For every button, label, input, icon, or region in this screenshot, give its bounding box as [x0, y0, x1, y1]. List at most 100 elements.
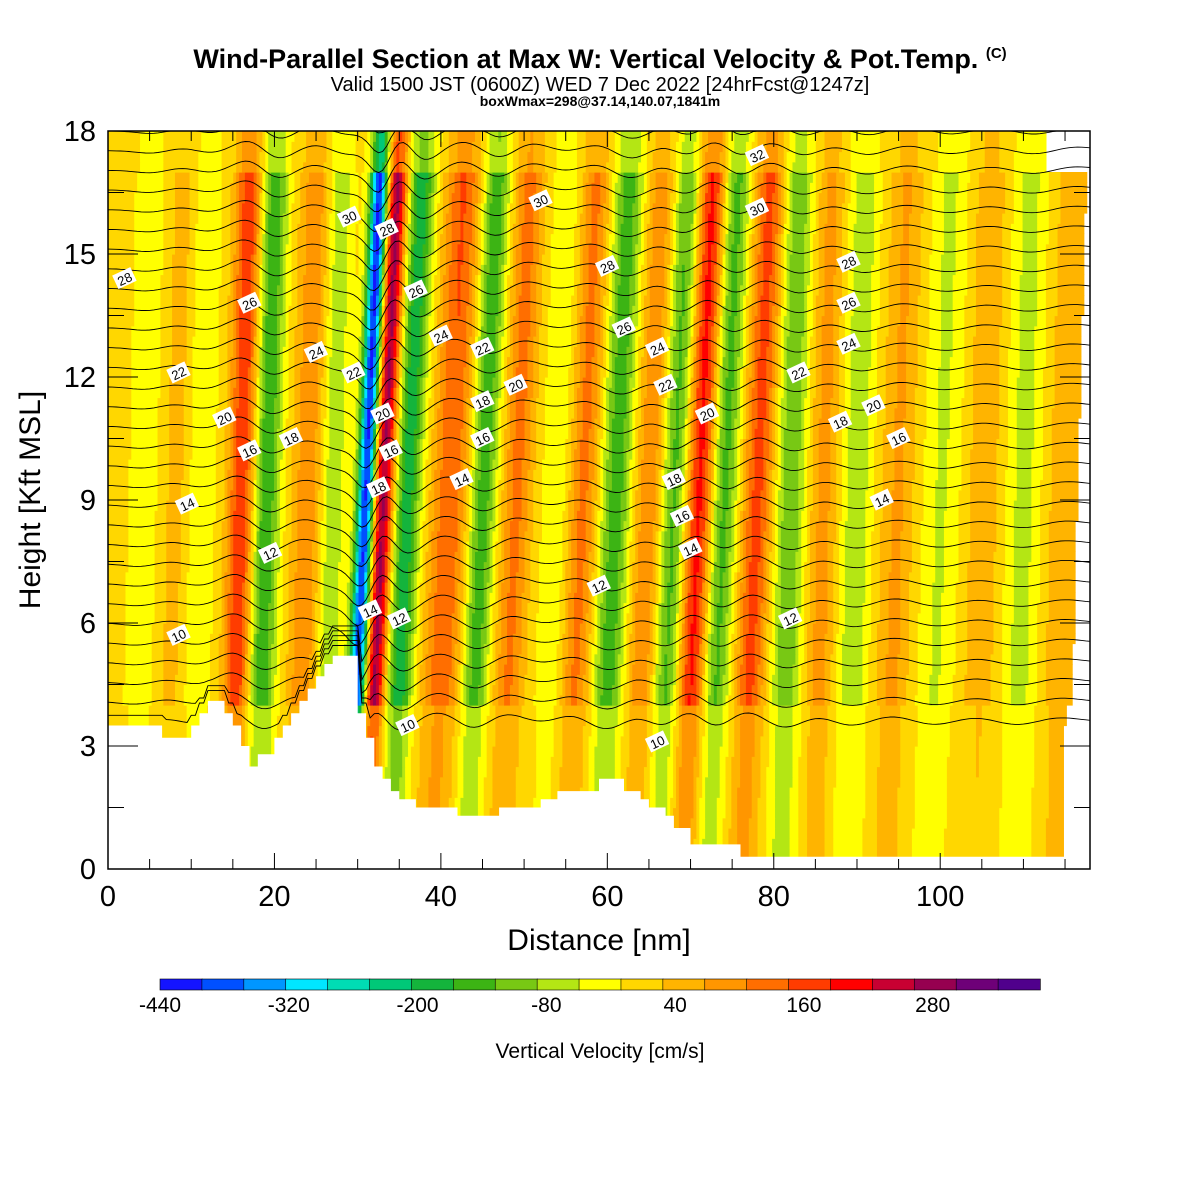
velocity-cell	[108, 571, 127, 583]
velocity-cell	[317, 530, 322, 542]
velocity-cell	[600, 612, 607, 624]
velocity-cell	[410, 766, 421, 778]
velocity-cell	[466, 561, 470, 573]
velocity-cell	[381, 571, 386, 583]
velocity-cell	[696, 828, 700, 839]
velocity-cell	[291, 479, 298, 491]
velocity-cell	[224, 582, 231, 593]
velocity-cell	[108, 653, 127, 665]
velocity-cell	[769, 520, 773, 532]
velocity-cell	[413, 735, 421, 747]
velocity-cell	[259, 623, 269, 634]
velocity-cell	[518, 541, 526, 552]
velocity-cell	[241, 643, 246, 655]
velocity-cell	[812, 623, 829, 634]
velocity-cell	[690, 643, 695, 655]
velocity-cell	[469, 510, 473, 522]
velocity-cell	[626, 489, 630, 501]
velocity-cell	[396, 510, 400, 522]
velocity-cell	[1028, 602, 1038, 614]
velocity-cell	[862, 684, 869, 696]
velocity-cell	[434, 602, 456, 614]
velocity-cell	[600, 469, 604, 481]
velocity-cell	[623, 694, 630, 706]
velocity-cell	[483, 684, 488, 696]
velocity-cell	[728, 684, 732, 696]
velocity-cell	[588, 684, 593, 696]
velocity-cell	[626, 766, 645, 778]
velocity-cell	[699, 551, 703, 563]
velocity-cell	[539, 551, 563, 563]
velocity-cell	[387, 735, 392, 747]
velocity-cell	[731, 541, 735, 552]
velocity-cell	[477, 520, 488, 532]
velocity-cell	[757, 664, 764, 675]
velocity-cell	[212, 612, 223, 624]
velocity-cell	[533, 530, 543, 542]
velocity-cell	[617, 715, 625, 727]
velocity-cell	[626, 469, 630, 481]
velocity-cell	[608, 551, 619, 563]
velocity-cell	[512, 653, 520, 665]
velocity-cell	[876, 838, 898, 850]
velocity-cell	[253, 623, 258, 634]
velocity-cell	[932, 592, 942, 604]
velocity-cell	[422, 602, 429, 614]
velocity-cell	[655, 510, 660, 522]
velocity-cell	[699, 817, 706, 829]
velocity-cell	[967, 643, 995, 655]
velocity-cell	[664, 459, 671, 470]
velocity-cell	[472, 469, 476, 481]
velocity-cell	[871, 571, 881, 583]
velocity-cell	[221, 705, 229, 716]
velocity-cell	[501, 551, 505, 563]
velocity-cell	[274, 612, 278, 624]
velocity-cell	[865, 530, 872, 542]
velocity-cell	[847, 479, 869, 491]
velocity-cell	[591, 592, 596, 604]
velocity-cell	[812, 674, 826, 686]
velocity-cell	[565, 489, 569, 501]
velocity-cell	[576, 541, 587, 552]
velocity-cell	[824, 684, 831, 696]
velocity-cell	[279, 479, 287, 491]
velocity-cell	[716, 612, 724, 624]
velocity-cell	[713, 592, 721, 604]
velocity-cell	[670, 746, 674, 757]
velocity-cell	[285, 459, 293, 470]
velocity-cell	[734, 725, 741, 737]
velocity-cell	[576, 510, 587, 522]
velocity-cell	[684, 664, 692, 675]
velocity-cell	[728, 715, 735, 727]
velocity-cell	[294, 571, 313, 583]
velocity-cell	[562, 664, 566, 675]
velocity-cell	[428, 787, 441, 798]
velocity-cell	[128, 500, 159, 511]
velocity-cell	[387, 623, 392, 634]
velocity-cell	[381, 674, 386, 686]
velocity-cell	[769, 551, 776, 563]
velocity-cell	[844, 623, 863, 634]
velocity-cell	[914, 797, 948, 809]
velocity-cell	[836, 653, 843, 665]
velocity-cell	[617, 571, 625, 583]
velocity-cell	[410, 489, 418, 501]
velocity-cell	[180, 551, 191, 563]
velocity-cell	[477, 459, 482, 470]
velocity-cell	[559, 592, 566, 604]
velocity-cell	[897, 807, 916, 819]
velocity-cell	[536, 684, 558, 696]
velocity-cell	[396, 602, 400, 614]
velocity-cell	[189, 510, 217, 522]
velocity-cell	[527, 653, 537, 665]
velocity-cell	[868, 684, 878, 696]
velocity-cell	[565, 664, 572, 675]
velocity-cell	[378, 541, 383, 552]
velocity-cell	[285, 694, 293, 706]
velocity-cell	[833, 602, 840, 614]
velocity-cell	[842, 674, 863, 686]
velocity-cell	[253, 582, 258, 593]
velocity-cell	[297, 520, 316, 532]
velocity-cell	[734, 520, 738, 532]
velocity-cell	[463, 643, 467, 655]
